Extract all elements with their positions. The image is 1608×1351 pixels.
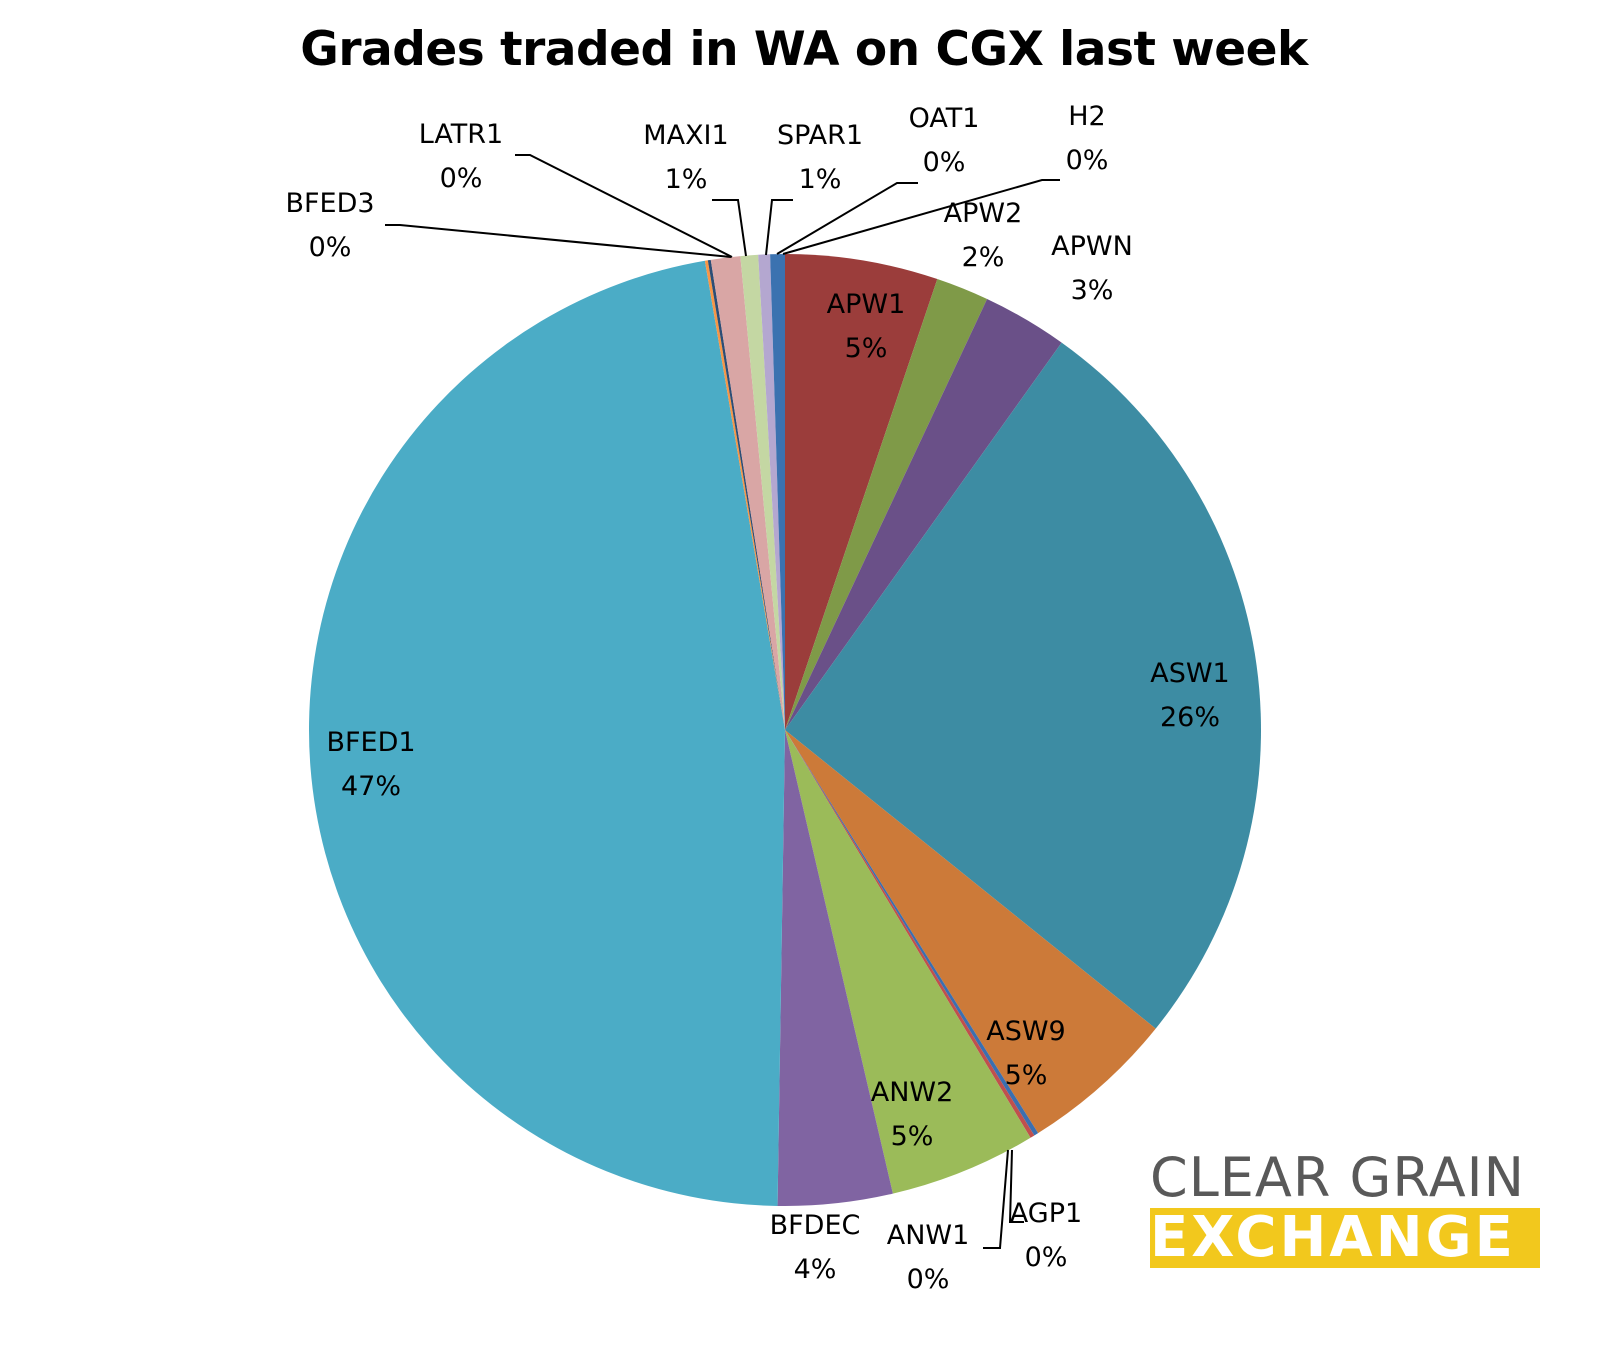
slice-label-anw1: ANW1 0% <box>887 1220 970 1295</box>
slice-label-spar1: SPAR1 1% <box>777 120 863 195</box>
leader-line-bfed3 <box>385 224 732 258</box>
slice-name-bfed1: BFED1 <box>326 727 415 758</box>
slice-label-apw1: APW1 5% <box>827 289 906 364</box>
slice-pct-h2: 0% <box>1066 145 1109 176</box>
slice-label-apwn: APWN 3% <box>1051 231 1133 306</box>
slice-label-bfed1: BFED1 47% <box>326 727 415 802</box>
slice-label-apw2: APW2 2% <box>944 198 1023 273</box>
slice-pct-spar1: 1% <box>799 164 842 195</box>
logo-line-1: CLEAR GRAIN <box>1150 1146 1525 1209</box>
slice-label-asw9: ASW9 5% <box>986 1016 1065 1091</box>
pie-slice-apwn <box>785 299 1062 730</box>
slice-name-bfed3: BFED3 <box>285 188 374 219</box>
slice-pct-bfdec: 4% <box>794 1254 837 1285</box>
slice-name-latr1: LATR1 <box>419 119 503 150</box>
slice-name-apw1: APW1 <box>827 289 906 320</box>
slice-name-h2: H2 <box>1068 101 1105 132</box>
pie-slice-bfed3 <box>704 260 785 730</box>
leader-line-h2 <box>782 179 1060 255</box>
slice-name-anw2: ANW2 <box>871 1077 954 1108</box>
slice-pct-maxi1: 1% <box>665 164 708 195</box>
slice-name-spar1: SPAR1 <box>777 120 863 151</box>
logo-line-2: EXCHANGE <box>1150 1208 1540 1268</box>
slice-pct-apw2: 2% <box>962 242 1005 273</box>
slice-name-oat1: OAT1 <box>909 103 980 134</box>
pie-slice-bfed1 <box>308 260 785 1206</box>
slice-pct-asw1: 26% <box>1160 702 1220 733</box>
leader-line-oat1 <box>776 182 918 255</box>
slice-name-apwn: APWN <box>1051 231 1133 262</box>
pie-slice-asw9 <box>785 730 1156 1134</box>
slice-pct-bfed1: 47% <box>341 771 401 802</box>
leader-line-spar1 <box>765 199 793 256</box>
slice-name-asw9: ASW9 <box>986 1016 1065 1047</box>
slice-pct-anw1: 0% <box>907 1264 950 1295</box>
slice-name-anw1: ANW1 <box>887 1220 970 1251</box>
slice-label-asw1: ASW1 26% <box>1150 658 1229 733</box>
slice-pct-asw9: 5% <box>1005 1060 1048 1091</box>
pie-slice-spar1 <box>740 254 785 730</box>
pie-slice-bfdec <box>777 730 893 1206</box>
leader-line-maxi1 <box>712 199 747 257</box>
slice-label-maxi1: MAXI1 1% <box>643 120 728 195</box>
leader-line-anw1 <box>983 1149 1009 1249</box>
slice-label-bfdec: BFDEC 4% <box>770 1210 861 1285</box>
leader-line-latr1 <box>515 154 733 258</box>
slice-label-oat1: OAT1 0% <box>909 103 980 178</box>
pie-slices <box>308 254 1262 1206</box>
slice-name-agp1: AGP1 <box>1010 1198 1082 1229</box>
pie-slice-anw1 <box>785 730 1035 1138</box>
pie-slice-oat1 <box>758 254 785 731</box>
slice-label-agp1: AGP1 0% <box>1010 1198 1082 1273</box>
slice-name-bfdec: BFDEC <box>770 1210 861 1241</box>
slice-pct-latr1: 0% <box>440 163 483 194</box>
pie-slice-apw2 <box>785 279 988 730</box>
clear-grain-exchange-logo: CLEAR GRAIN EXCHANGE <box>1150 1150 1540 1268</box>
pie-slice-asw1 <box>785 342 1262 1029</box>
slice-name-asw1: ASW1 <box>1150 658 1229 689</box>
slice-label-bfed3: BFED3 0% <box>285 188 374 263</box>
slice-pct-apwn: 3% <box>1071 275 1114 306</box>
pie-slice-anw2 <box>785 730 1031 1194</box>
pie-slice-h2 <box>770 254 785 730</box>
pie-slice-maxi1 <box>710 256 785 730</box>
slice-label-anw2: ANW2 5% <box>871 1077 954 1152</box>
pie-slice-apw1 <box>785 254 938 730</box>
slice-pct-bfed3: 0% <box>309 232 352 263</box>
slice-name-apw2: APW2 <box>944 198 1023 229</box>
slice-pct-oat1: 0% <box>923 147 966 178</box>
pie-slice-latr1 <box>707 259 785 730</box>
slice-label-latr1: LATR1 0% <box>419 119 503 194</box>
slice-name-maxi1: MAXI1 <box>643 120 728 151</box>
slice-label-h2: H2 0% <box>1066 101 1109 176</box>
pie-slice-agp1 <box>785 730 1039 1136</box>
leader-line-agp1 <box>1008 1149 1024 1223</box>
slice-pct-apw1: 5% <box>845 333 888 364</box>
slice-pct-agp1: 0% <box>1025 1242 1068 1273</box>
slice-pct-anw2: 5% <box>891 1121 934 1152</box>
leader-lines <box>385 154 1060 1249</box>
slice-labels: APW1 5%APW2 2% APWN 3%ASW1 26%ASW9 5%AGP1 0%ANW… <box>285 101 1229 1295</box>
chart-title: Grades traded in WA on CGX last week <box>300 22 1308 77</box>
